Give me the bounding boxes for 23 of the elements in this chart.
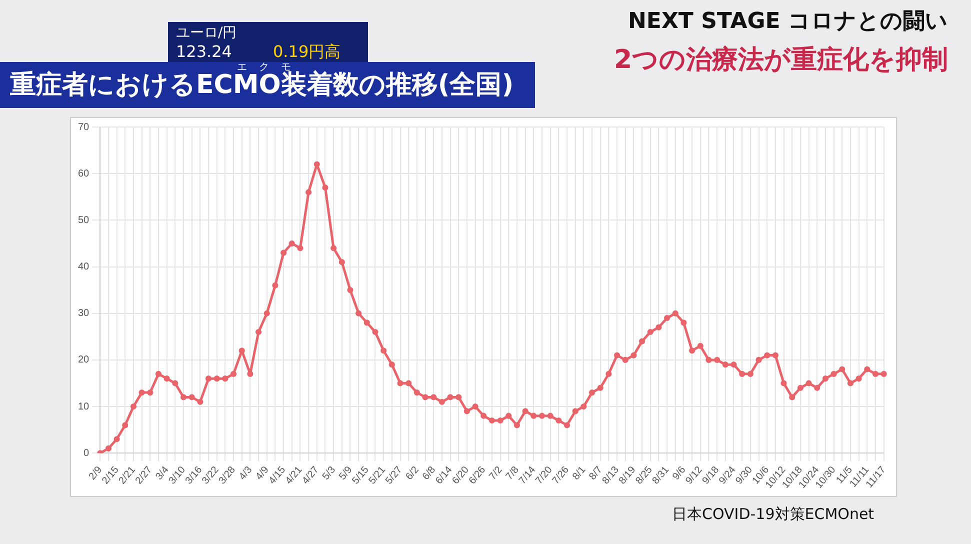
- y-tick-label: 0: [84, 448, 90, 459]
- x-tick-label: 8/31: [650, 464, 672, 487]
- text: 123.24: [176, 42, 232, 61]
- text: 0.19円高: [273, 42, 341, 63]
- chart-subtitle: NEXT STAGE コロナとの闘い: [628, 8, 948, 36]
- y-tick-label: 50: [78, 214, 90, 226]
- x-tick-label: 7/26: [550, 464, 572, 487]
- text: 日本COVID-19対策ECMOnet: [672, 505, 874, 524]
- y-tick-label: 40: [78, 262, 90, 273]
- x-tick-label: 4/3: [237, 464, 255, 482]
- y-tick-label: 10: [78, 401, 90, 412]
- x-tick-label: 4/21: [284, 464, 305, 487]
- x-tick-label: 6/26: [467, 464, 488, 487]
- x-tick-label: 6/2: [404, 464, 422, 482]
- x-tick-label: 5/3: [320, 464, 338, 482]
- x-tick-label: 7/2: [487, 464, 505, 482]
- text: ユーロ/円: [176, 24, 237, 42]
- y-tick-label: 70: [78, 122, 90, 133]
- y-tick-label: 60: [78, 168, 90, 180]
- y-tick-label: 20: [78, 354, 90, 366]
- y-tick-label: 30: [78, 308, 90, 320]
- x-tick-label: 8/1: [570, 464, 588, 482]
- text: 2つの治療法が重症化を抑制: [614, 44, 948, 77]
